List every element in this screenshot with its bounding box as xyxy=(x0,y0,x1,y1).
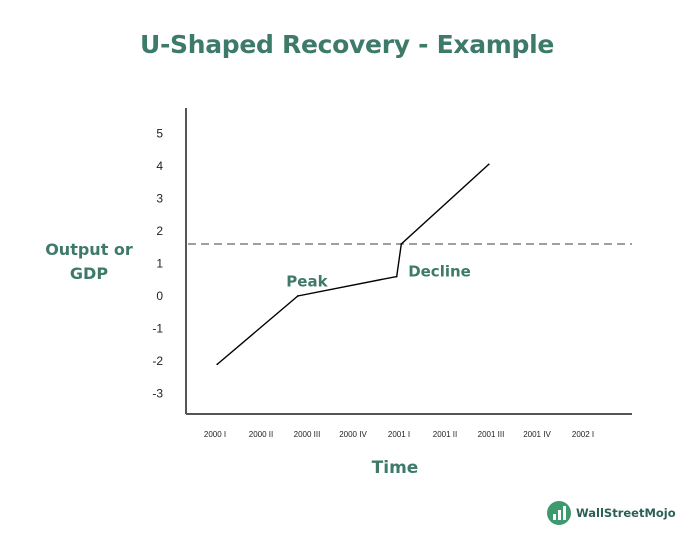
x-tick-label: 2001 I xyxy=(388,430,410,439)
x-tick-label: 2002 I xyxy=(572,430,594,439)
x-tick-label: 2001 IV xyxy=(523,430,551,439)
y-tick-label: 5 xyxy=(156,127,163,141)
y-tick-label: 3 xyxy=(156,192,163,206)
chart-annotations: Peak Decline xyxy=(286,263,471,291)
x-tick-label: 2000 IV xyxy=(339,430,367,439)
x-tick-label: 2000 III xyxy=(294,430,321,439)
gdp-series-points xyxy=(216,163,490,366)
y-tick-label: -3 xyxy=(152,387,163,401)
series-point xyxy=(395,275,398,278)
y-tick-label: 1 xyxy=(156,257,163,271)
brand-logo: WallStreetMojo xyxy=(546,500,676,526)
x-tick-labels: 2000 I 2000 II 2000 III 2000 IV 2001 I 2001 I… xyxy=(204,430,594,439)
x-tick-label: 2001 III xyxy=(478,430,505,439)
series-point xyxy=(487,163,490,166)
logo-text: WallStreetMojo xyxy=(576,506,676,520)
x-axis-label: Time xyxy=(371,458,419,478)
y-tick-label: 0 xyxy=(156,289,163,303)
y-axis-label-line-2: GDP xyxy=(69,264,109,283)
y-axis-label: Output or GDP xyxy=(34,238,144,286)
y-axis-label-line-1: Output or xyxy=(45,240,133,259)
y-tick-label: -1 xyxy=(152,322,163,336)
x-tick-label: 2000 II xyxy=(249,430,273,439)
chart-title: U-Shaped Recovery - Example xyxy=(139,30,555,59)
x-tick-label: 2001 II xyxy=(433,430,457,439)
y-tick-label: 2 xyxy=(156,224,163,238)
y-tick-labels: 5 4 3 2 1 0 -1 -2 -3 xyxy=(152,127,163,401)
y-tick-label: -2 xyxy=(152,354,163,368)
logo-icon xyxy=(547,501,571,525)
y-tick-label: 4 xyxy=(156,159,163,173)
series-point xyxy=(216,363,219,366)
series-point xyxy=(400,243,403,245)
annotation-decline: Decline xyxy=(408,263,471,281)
annotation-peak: Peak xyxy=(286,272,328,290)
x-tick-label: 2000 I xyxy=(204,430,226,439)
series-point xyxy=(296,295,299,297)
